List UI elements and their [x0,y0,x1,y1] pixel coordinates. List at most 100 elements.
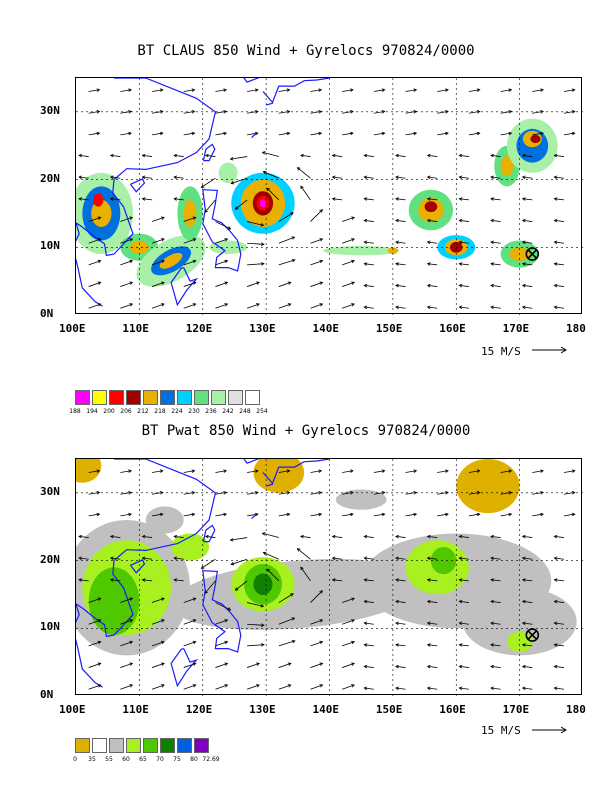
map2-wind-vector [363,664,374,669]
map2-wind-vector [215,602,232,611]
map2-wind-vector [395,556,406,561]
map1-wind-vector [490,240,501,245]
map2-wind-vector [88,619,102,625]
map1-coastline [243,78,260,83]
map1-wind-vector [266,187,280,201]
map2-wind-vector [120,491,132,495]
map2-wind-vector [426,578,438,582]
map2-wind-vector [247,623,265,627]
map2-wind-vector [521,556,533,561]
map1-wind-vector [141,197,153,201]
map1-wind-vector [458,262,469,266]
map2-wind-vector [278,593,294,603]
map2-wind-vector [395,686,406,691]
map1-wind-vector [532,131,544,136]
map1-wind-vector [215,259,229,266]
map1-shaded-region [159,252,183,269]
map1-wind-vector [342,259,355,266]
map2-scale-label: 15 M/S [481,724,521,737]
map1-wind-vector [342,110,354,114]
map1-wind-vector [247,88,259,92]
map1-coastline [76,78,217,257]
map2-wind-vector [247,512,259,517]
map1-wind-vector [262,170,279,179]
map1-wind-vector [521,197,533,201]
map1-wind-vector [521,153,533,158]
map1-colorbar-swatch [194,390,209,405]
map1-wind-vector [78,197,89,201]
map2-wind-vector [342,469,354,473]
map1-y-tick-label: 30N [40,103,60,117]
map2-wind-vector [261,532,279,538]
map1-wind-vector [278,258,296,266]
map2-wind-vector [458,578,469,582]
map2-x-tick-label: 180 [566,703,586,716]
map2-wind-vector [141,578,153,582]
map2-wind-vector [426,643,438,647]
map1-wind-vector [490,283,501,288]
map2-wind-vector [490,643,501,647]
map2-wind-vector [500,491,513,495]
map1-wind-vector [426,197,438,201]
map2-wind-vector [373,512,386,517]
map1-wind-vector [331,153,343,158]
map2-wind-vector [426,556,438,561]
map2-wind-vector [278,469,291,473]
map2-wind-vector [395,621,406,626]
map1-coastline [202,189,242,272]
map1-wind-vector [521,283,533,288]
map2-wind-vector [151,662,165,668]
map1-wind-vector [215,303,229,309]
map1-coastline [202,143,216,162]
map1-colorbar-swatch [228,390,243,405]
map1-wind-vector [261,151,279,157]
map2-wind-vector [342,512,354,517]
map1-x-tick-label: 160E [439,322,466,335]
map2-wind-vector [373,491,386,495]
map2-wind-vector [426,621,438,626]
map2-wind-vector [88,469,101,473]
map1-wind-vector [247,131,259,136]
map2-wind-vector [553,686,565,691]
map2-coastline [251,514,256,520]
map2-wind-vector [246,662,260,668]
map1-wind-vector [88,131,101,136]
map1-wind-vector [437,88,449,92]
map2-wind-vector [120,512,132,517]
map1-wind-vector [532,88,544,92]
map2-wind-vector [109,556,121,561]
map2-x-tick-label: 100E [59,703,86,716]
map2-wind-vector [437,491,449,495]
map2-colorbar-swatch [92,738,107,753]
map2-wind-vector [532,491,544,495]
map1-gyre-location-marker [525,247,540,261]
map1-wind-vector [278,212,294,222]
map2-x-tick-label: 110E [122,703,149,716]
map2-wind-vector [234,580,248,591]
map1-wind-vector [458,175,469,180]
map2-x-tick-label: 140E [312,703,340,716]
map1-wind-vector [363,283,374,288]
map2-wind-vector [363,621,374,626]
map2-title: BT Pwat 850 Wind + Gyrelocs 970824/0000 [141,423,471,439]
map2-wind-vector [363,599,374,604]
map1-wind-vector [229,156,248,161]
map1-wind-vector [521,240,533,245]
map2-wind-vector [553,643,565,647]
map2-wind-vector [426,664,438,669]
map1-shaded-region [218,162,238,183]
map2-wind-vector [342,662,355,668]
map2-wind-vector [78,556,89,561]
map1-wind-vector [500,88,513,92]
map1-wind-vector [426,240,438,245]
map1-wind-vector [230,177,248,185]
map2-wind-vector [215,469,228,473]
map1-wind-vector [395,262,406,266]
map2-wind-vector [88,491,101,495]
map2-wind-vector [468,469,481,473]
map2-wind-vector [395,599,406,604]
map2-wind-vector [437,469,449,473]
map2-wind-vector [521,643,533,647]
map1-colorbar-label: 194 [86,408,98,415]
map2-wind-vector [395,534,406,539]
